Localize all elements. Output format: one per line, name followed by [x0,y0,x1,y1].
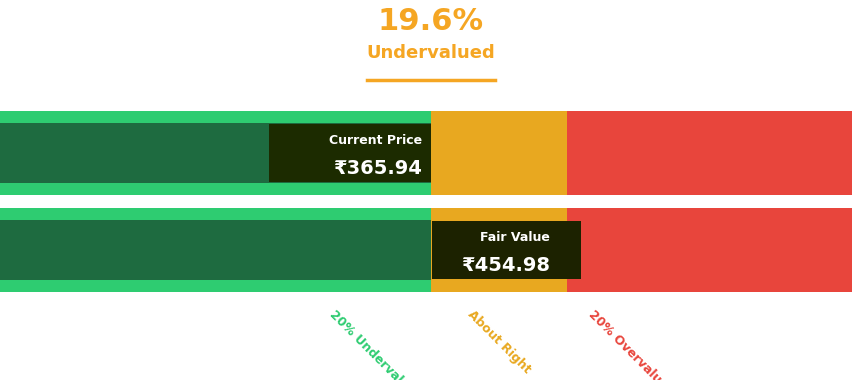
Text: 19.6%: 19.6% [377,7,483,36]
FancyBboxPatch shape [431,220,580,279]
Bar [567,111,852,195]
FancyBboxPatch shape [268,124,430,182]
Text: ₹454.98: ₹454.98 [461,256,550,275]
Bar [567,208,852,292]
Bar [0,123,430,183]
Text: Undervalued: Undervalued [366,44,494,62]
Text: Current Price: Current Price [329,134,422,147]
Text: ₹365.94: ₹365.94 [333,159,422,178]
Bar [430,208,567,292]
Text: About Right: About Right [464,308,532,376]
Text: 20% Undervalued: 20% Undervalued [326,308,423,380]
Bar [0,220,430,280]
Bar [430,111,567,195]
Bar [0,111,852,195]
Text: 20% Overvalued: 20% Overvalued [585,308,676,380]
Text: Fair Value: Fair Value [480,231,550,244]
Bar [0,208,852,292]
